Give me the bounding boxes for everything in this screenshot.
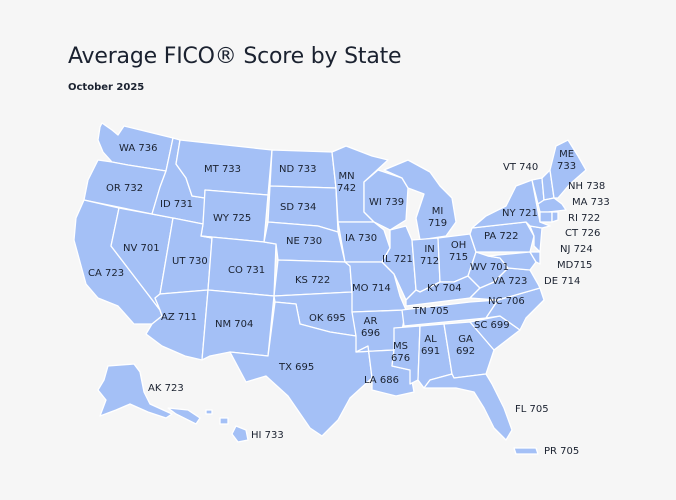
state-label-ma: MA 733: [572, 197, 610, 208]
state-label-mn: MN 742: [337, 171, 357, 194]
state-label-in: IN 712: [420, 244, 440, 267]
state-shape-wi: [363, 169, 409, 231]
state-label-de: DE 714: [544, 276, 581, 287]
state-shape-ky: [405, 275, 481, 307]
state-label-il: IL 721: [382, 254, 413, 265]
state-label-nd: ND 733: [279, 164, 317, 175]
map-subtitle: October 2025: [68, 82, 145, 93]
state-label-wa: WA 736: [119, 143, 158, 154]
state-label-mo: MO 714: [352, 283, 391, 294]
state-label-wi: WI 739: [369, 197, 405, 208]
state-label-ky: KY 704: [427, 283, 462, 294]
map-title: Average FICO® Score by State: [68, 44, 402, 69]
state-label-md: MD715: [557, 260, 593, 271]
state-shape-tx: [229, 301, 373, 437]
state-label-vt: VT 740: [503, 162, 539, 173]
state-label-tx: TX 695: [279, 362, 315, 373]
state-label-wy: WY 725: [213, 213, 252, 224]
state-label-nm: NM 704: [215, 319, 254, 330]
state-label-tn: TN 705: [413, 306, 449, 317]
state-label-ks: KS 722: [295, 275, 331, 286]
state-label-nh: NH 738: [568, 181, 606, 192]
state-label-ut: UT 730: [172, 256, 208, 267]
state-label-ca: CA 723: [88, 268, 125, 279]
state-label-co: CO 731: [228, 265, 266, 276]
state-label-ri: RI 722: [568, 213, 601, 224]
state-shape-fl: [423, 373, 513, 441]
state-label-nj: NJ 724: [560, 244, 593, 255]
state-shape-ri: [551, 211, 559, 223]
state-label-wv: WV 701: [470, 262, 510, 273]
state-label-sc: SC 699: [474, 320, 510, 331]
state-shape-hi-maui: [219, 417, 229, 425]
state-label-mt: MT 733: [204, 164, 242, 175]
state-label-me: ME 733: [557, 149, 577, 172]
state-label-ne: NE 730: [286, 236, 323, 247]
state-shape-me: [549, 139, 587, 199]
state-label-ga: GA 692: [456, 334, 476, 357]
state-label-az: AZ 711: [161, 312, 197, 323]
state-label-va: VA 723: [492, 276, 528, 287]
state-shape-hi: [231, 425, 249, 443]
state-label-nv: NV 701: [123, 243, 160, 254]
state-label-hi: HI 733: [251, 430, 284, 441]
state-label-ok: OK 695: [309, 313, 346, 324]
state-label-al: AL 691: [421, 334, 441, 357]
state-shape-mi: [383, 159, 457, 241]
state-label-sd: SD 734: [280, 202, 317, 213]
state-label-or: OR 732: [106, 183, 144, 194]
state-label-ct: CT 726: [565, 228, 601, 239]
state-label-nc: NC 706: [488, 296, 525, 307]
state-label-ia: IA 730: [345, 233, 378, 244]
state-label-ms: MS 676: [391, 341, 411, 364]
state-label-oh: OH 715: [449, 240, 469, 263]
state-label-la: LA 686: [364, 375, 399, 386]
state-label-pa: PA 722: [484, 231, 519, 242]
state-shape-de: [529, 251, 541, 265]
state-shape-ct: [539, 211, 553, 223]
state-label-ny: NY 721: [502, 208, 538, 219]
state-label-ak: AK 723: [148, 383, 184, 394]
state-label-mi: MI 719: [428, 206, 448, 229]
state-label-fl: FL 705: [515, 404, 549, 415]
state-label-id: ID 731: [160, 199, 193, 210]
territory-shape-pr: [513, 447, 539, 455]
state-shape-ak: [97, 363, 173, 419]
state-label-ar: AR 696: [361, 316, 381, 339]
state-shape-ak-panhandle: [167, 407, 201, 425]
territory-label-pr: PR 705: [544, 446, 580, 457]
state-shape-hi-oahu: [205, 409, 213, 415]
